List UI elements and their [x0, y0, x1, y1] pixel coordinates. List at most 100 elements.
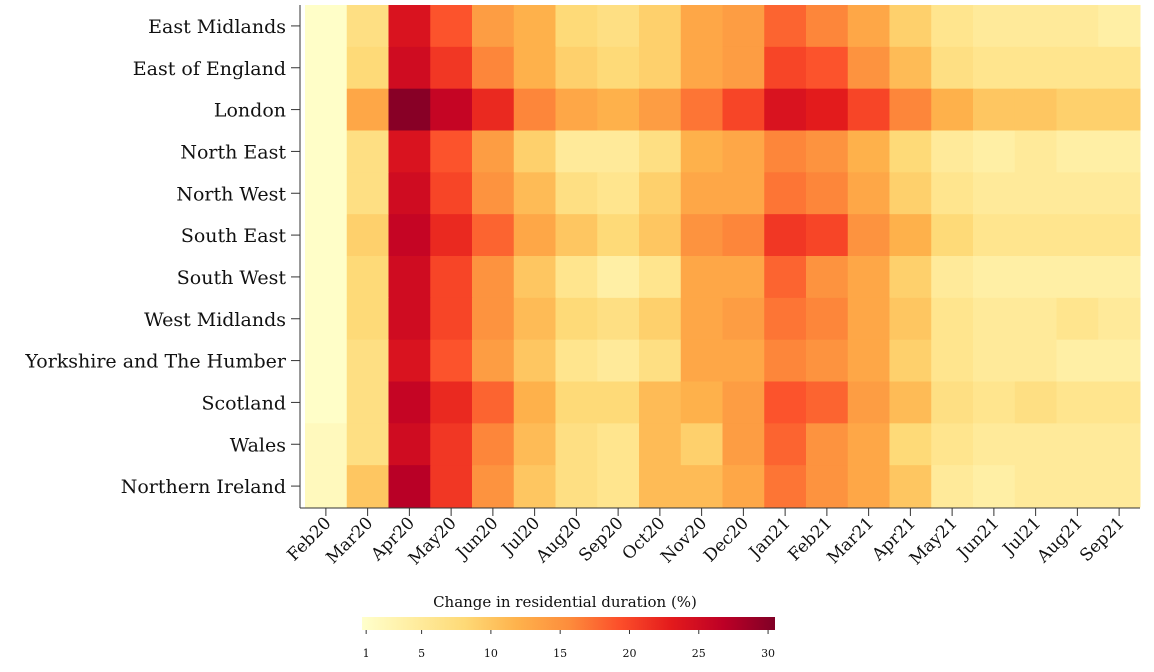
heatmap-cell — [472, 339, 515, 382]
heatmap-cell — [388, 381, 431, 424]
heatmap-cell — [513, 130, 556, 173]
heatmap-cell — [889, 5, 932, 48]
heatmap-cell — [889, 88, 932, 131]
heatmap-cell — [472, 172, 515, 215]
heatmap-cell — [889, 381, 932, 424]
heatmap-cell — [847, 339, 890, 382]
x-tick-label: Aug21 — [1033, 513, 1087, 567]
colorbar-title: Change in residential duration (%) — [433, 593, 697, 611]
heatmap-cell — [472, 256, 515, 299]
heatmap-cell — [722, 88, 765, 131]
heatmap-cell — [847, 381, 890, 424]
colorbar-tick-label: 10 — [484, 647, 498, 660]
heatmap-cell — [889, 297, 932, 341]
heatmap-cell — [555, 339, 598, 382]
heatmap-cell — [639, 465, 682, 508]
heatmap-cell — [430, 88, 473, 131]
colorbar-tick-label: 20 — [622, 647, 636, 660]
heatmap-cell — [555, 5, 598, 48]
heatmap-cell — [430, 5, 473, 48]
heatmap-cell — [1098, 297, 1141, 341]
heatmap-cell — [555, 423, 598, 466]
heatmap — [305, 5, 1141, 508]
heatmap-cell — [806, 214, 849, 257]
heatmap-cell — [680, 297, 723, 341]
heatmap-cell — [597, 423, 640, 466]
heatmap-cell — [973, 423, 1016, 466]
heatmap-cell — [639, 256, 682, 299]
heatmap-cell — [555, 465, 598, 508]
heatmap-cell — [472, 381, 515, 424]
heatmap-cell — [597, 297, 640, 341]
heatmap-cell — [305, 172, 348, 215]
heatmap-cell — [305, 423, 348, 466]
heatmap-cell — [680, 130, 723, 173]
heatmap-cell — [513, 46, 556, 90]
heatmap-cell — [597, 88, 640, 131]
heatmap-cell — [597, 46, 640, 90]
heatmap-cell — [1098, 46, 1141, 90]
heatmap-cell — [388, 46, 431, 90]
heatmap-cell — [388, 214, 431, 257]
heatmap-cell — [346, 46, 389, 90]
heatmap-cell — [597, 256, 640, 299]
heatmap-cell — [513, 5, 556, 48]
heatmap-cell — [597, 339, 640, 382]
heatmap-cell — [1098, 5, 1141, 48]
heatmap-cell — [722, 339, 765, 382]
heatmap-cell — [847, 130, 890, 173]
heatmap-cell — [973, 381, 1016, 424]
heatmap-cell — [1014, 214, 1057, 257]
heatmap-cell — [639, 214, 682, 257]
heatmap-cell — [1098, 130, 1141, 173]
heatmap-cell — [305, 5, 348, 48]
heatmap-cell — [847, 5, 890, 48]
heatmap-cell — [513, 381, 556, 424]
heatmap-cell — [1014, 256, 1057, 299]
heatmap-cell — [639, 339, 682, 382]
heatmap-cell — [1014, 423, 1057, 466]
heatmap-cell — [764, 46, 807, 90]
heatmap-cell — [931, 297, 974, 341]
heatmap-cell — [931, 88, 974, 131]
heatmap-cell — [513, 256, 556, 299]
heatmap-cell — [388, 5, 431, 48]
heatmap-cell — [931, 465, 974, 508]
heatmap-cell — [513, 339, 556, 382]
heatmap-cell — [472, 5, 515, 48]
heatmap-cell — [1014, 5, 1057, 48]
heatmap-cell — [806, 297, 849, 341]
y-tick-label: East Midlands — [148, 16, 286, 38]
y-tick-label: Northern Ireland — [121, 476, 286, 498]
heatmap-cell — [1056, 256, 1099, 299]
heatmap-cell — [931, 214, 974, 257]
heatmap-cell — [430, 423, 473, 466]
heatmap-cell — [806, 88, 849, 131]
heatmap-cell — [555, 214, 598, 257]
heatmap-cell — [931, 172, 974, 215]
heatmap-cell — [597, 172, 640, 215]
colorbar-tick-label: 25 — [692, 647, 706, 660]
heatmap-cell — [806, 381, 849, 424]
heatmap-cell — [305, 465, 348, 508]
heatmap-cell — [346, 256, 389, 299]
y-tick-label: East of England — [133, 58, 286, 80]
heatmap-cell — [1014, 381, 1057, 424]
heatmap-cell — [1014, 465, 1057, 508]
heatmap-cell — [555, 381, 598, 424]
heatmap-cell — [889, 46, 932, 90]
heatmap-cell — [1098, 339, 1141, 382]
heatmap-cell — [346, 130, 389, 173]
heatmap-cell — [722, 214, 765, 257]
heatmap-cell — [346, 5, 389, 48]
heatmap-cell — [472, 297, 515, 341]
heatmap-cell — [305, 88, 348, 131]
heatmap-cell — [1056, 381, 1099, 424]
heatmap-cell — [430, 256, 473, 299]
heatmap-cell — [973, 256, 1016, 299]
y-tick-label: Yorkshire and The Humber — [24, 351, 287, 373]
heatmap-cell — [722, 130, 765, 173]
heatmap-cell — [722, 5, 765, 48]
y-tick-label: North West — [176, 183, 286, 205]
heatmap-cell — [346, 381, 389, 424]
